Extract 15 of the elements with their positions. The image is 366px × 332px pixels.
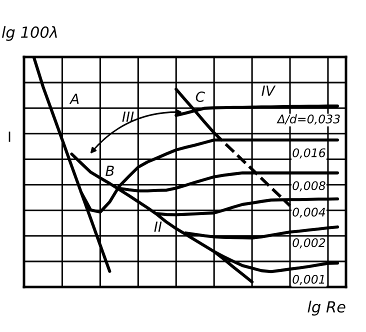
annotation: III <box>122 112 134 122</box>
annotation: IV <box>262 86 276 96</box>
annotation: A <box>69 94 79 104</box>
annotation: B <box>106 166 114 176</box>
text: I <box>8 132 10 142</box>
x-axis-title: lg Re <box>308 300 346 316</box>
series-label: 0,008 <box>292 181 326 192</box>
annotation: C <box>196 91 205 102</box>
series-label: 0,004 <box>292 208 326 218</box>
series-label: 0,016 <box>292 148 326 158</box>
series-label: 0,001 <box>292 274 324 285</box>
series-label: Δ/d=0,033 <box>276 114 340 125</box>
series-label: 0,002 <box>292 238 326 248</box>
annotation: II <box>154 222 162 232</box>
y-axis-title: lg 100λ <box>2 26 57 41</box>
